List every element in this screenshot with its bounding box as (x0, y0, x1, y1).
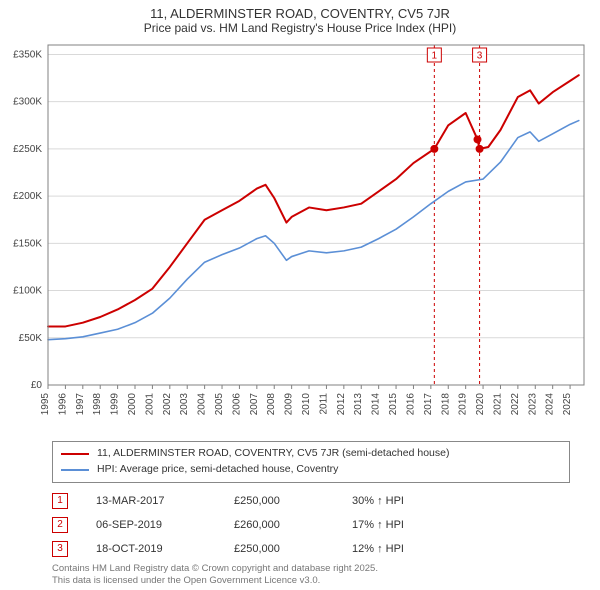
svg-text:2004: 2004 (197, 393, 208, 416)
svg-text:2018: 2018 (440, 393, 451, 416)
event-date: 06-SEP-2019 (96, 519, 206, 531)
svg-text:2010: 2010 (301, 393, 312, 416)
event-date: 18-OCT-2019 (96, 543, 206, 555)
svg-text:1995: 1995 (40, 393, 51, 416)
event-row: 1 13-MAR-2017 £250,000 30% ↑ HPI (52, 489, 570, 513)
footer-line1: Contains HM Land Registry data © Crown c… (52, 563, 570, 576)
event-row: 2 06-SEP-2019 £260,000 17% ↑ HPI (52, 513, 570, 537)
svg-text:1997: 1997 (75, 393, 86, 416)
svg-text:2001: 2001 (144, 393, 155, 416)
event-date: 13-MAR-2017 (96, 495, 206, 507)
event-badge: 1 (52, 493, 68, 509)
svg-text:1998: 1998 (92, 393, 103, 416)
title-subtitle: Price paid vs. HM Land Registry's House … (10, 21, 590, 35)
svg-text:2022: 2022 (510, 393, 521, 416)
svg-text:2021: 2021 (492, 393, 503, 416)
event-delta: 12% ↑ HPI (352, 543, 404, 555)
svg-text:2003: 2003 (179, 393, 190, 416)
svg-text:2019: 2019 (458, 393, 469, 416)
title-address: 11, ALDERMINSTER ROAD, COVENTRY, CV5 7JR (10, 6, 590, 21)
chart-svg: £0 £50K £100K £150K £200K £250K £300K £350K 1995… (0, 37, 600, 437)
svg-text:2002: 2002 (162, 393, 173, 416)
svg-text:£350K: £350K (13, 49, 42, 60)
svg-text:£300K: £300K (13, 97, 42, 108)
svg-text:2017: 2017 (423, 393, 434, 416)
legend-label: 11, ALDERMINSTER ROAD, COVENTRY, CV5 7JR… (97, 446, 449, 462)
event-price: £250,000 (234, 495, 324, 507)
legend-row: HPI: Average price, semi-detached house,… (61, 462, 561, 478)
svg-text:2007: 2007 (249, 393, 260, 416)
svg-text:2008: 2008 (266, 393, 277, 416)
svg-text:£150K: £150K (13, 238, 42, 249)
svg-text:£0: £0 (31, 380, 43, 391)
svg-text:2015: 2015 (388, 393, 399, 416)
attribution-footer: Contains HM Land Registry data © Crown c… (52, 563, 570, 589)
event-delta: 17% ↑ HPI (352, 519, 404, 531)
legend-swatch (61, 453, 89, 455)
svg-text:£250K: £250K (13, 144, 42, 155)
footer-line2: This data is licensed under the Open Gov… (52, 575, 570, 588)
svg-text:2014: 2014 (371, 393, 382, 416)
svg-text:2006: 2006 (231, 393, 242, 416)
svg-text:2016: 2016 (405, 393, 416, 416)
svg-text:2025: 2025 (562, 393, 573, 416)
legend-swatch (61, 469, 89, 471)
legend-row: 11, ALDERMINSTER ROAD, COVENTRY, CV5 7JR… (61, 446, 561, 462)
event-delta: 30% ↑ HPI (352, 495, 404, 507)
event-price: £260,000 (234, 519, 324, 531)
svg-text:1996: 1996 (57, 393, 68, 416)
event-price: £250,000 (234, 543, 324, 555)
chart-area: £0 £50K £100K £150K £200K £250K £300K £350K 1995… (0, 37, 600, 437)
svg-text:1999: 1999 (110, 393, 121, 416)
svg-text:2023: 2023 (527, 393, 538, 416)
svg-text:3: 3 (477, 51, 483, 62)
event-badge: 2 (52, 517, 68, 533)
svg-text:2012: 2012 (336, 393, 347, 416)
svg-text:2013: 2013 (353, 393, 364, 416)
svg-text:2009: 2009 (284, 393, 295, 416)
legend-label: HPI: Average price, semi-detached house,… (97, 462, 338, 478)
event-badge: 3 (52, 541, 68, 557)
event-row: 3 18-OCT-2019 £250,000 12% ↑ HPI (52, 537, 570, 561)
legend: 11, ALDERMINSTER ROAD, COVENTRY, CV5 7JR… (52, 441, 570, 483)
chart-title-block: 11, ALDERMINSTER ROAD, COVENTRY, CV5 7JR… (0, 0, 600, 37)
svg-text:1: 1 (432, 51, 438, 62)
svg-text:2005: 2005 (214, 393, 225, 416)
events-table: 1 13-MAR-2017 £250,000 30% ↑ HPI 2 06-SEP-201… (52, 489, 570, 561)
svg-text:£50K: £50K (19, 333, 43, 344)
svg-text:2011: 2011 (318, 393, 329, 415)
svg-text:2024: 2024 (545, 393, 556, 416)
svg-text:£100K: £100K (13, 286, 42, 297)
svg-text:2020: 2020 (475, 393, 486, 416)
svg-text:2000: 2000 (127, 393, 138, 416)
svg-text:£200K: £200K (13, 191, 42, 202)
